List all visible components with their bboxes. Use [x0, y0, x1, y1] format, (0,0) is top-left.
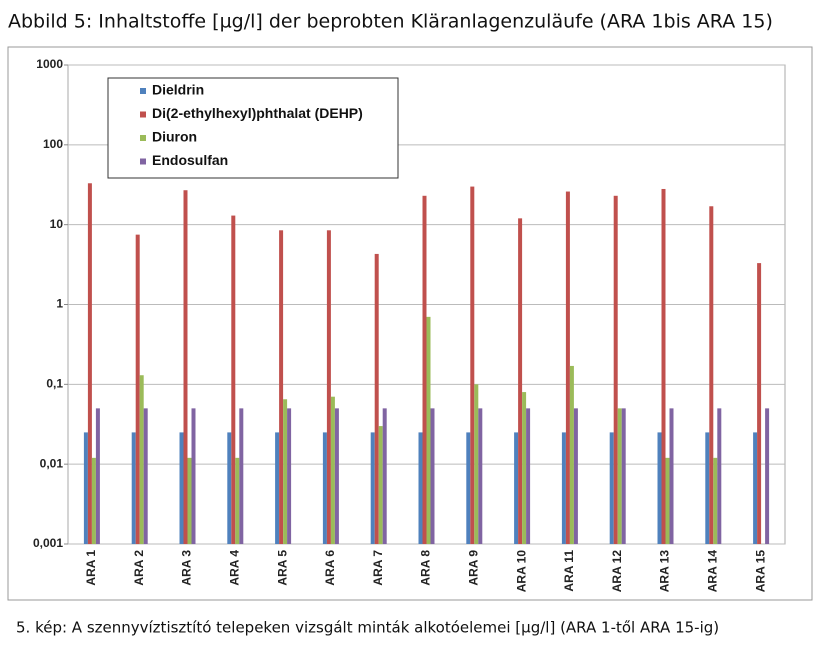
- bar: [661, 188, 666, 544]
- x-tick-label: ARA 11: [562, 550, 576, 592]
- x-tick-label: ARA 5: [275, 550, 289, 586]
- bar: [657, 432, 662, 544]
- bar: [143, 408, 148, 544]
- y-tick-label: 1: [56, 297, 63, 311]
- bar: [183, 190, 188, 544]
- bar: [374, 253, 379, 544]
- x-tick-label: ARA 14: [705, 550, 719, 593]
- y-tick-label: 100: [43, 137, 63, 151]
- bar: [474, 384, 479, 544]
- bar: [765, 408, 770, 544]
- x-tick-label: ARA 12: [610, 550, 624, 593]
- bar: [231, 215, 236, 544]
- bar: [609, 432, 614, 544]
- bar: [283, 399, 288, 544]
- bar: [518, 218, 523, 544]
- bar: [422, 195, 427, 544]
- y-tick-label: 0,001: [33, 536, 63, 550]
- bar: [669, 408, 674, 544]
- x-tick-label: ARA 3: [180, 550, 194, 586]
- bar: [565, 191, 570, 544]
- bar: [382, 408, 387, 544]
- x-tick-label: ARA 13: [658, 550, 672, 593]
- y-tick-label: 1000: [36, 57, 63, 71]
- bar: [418, 432, 423, 544]
- bar: [757, 263, 762, 544]
- legend-swatch: [140, 111, 146, 118]
- bar: [191, 408, 196, 544]
- bar: [235, 457, 240, 544]
- bar: [287, 408, 292, 544]
- bar: [227, 432, 232, 544]
- bar: [87, 183, 92, 544]
- bar: [613, 195, 618, 544]
- chart-title: Abbild 5: Inhaltstoffe [µg/l] der beprob…: [8, 11, 773, 33]
- legend-label: Endosulfan: [152, 152, 228, 168]
- bar: [753, 432, 758, 544]
- bar: [95, 408, 100, 544]
- bar: [139, 375, 144, 544]
- x-tick-label: ARA 8: [419, 550, 433, 586]
- x-tick-label: ARA 7: [371, 550, 385, 586]
- x-tick-label: ARA 6: [323, 550, 337, 586]
- bar: [326, 230, 331, 544]
- bar: [179, 432, 184, 544]
- y-tick-label: 0,1: [46, 377, 63, 391]
- bar: [187, 457, 192, 544]
- x-tick-label: ARA 9: [466, 550, 480, 586]
- y-tick-label: 10: [50, 217, 64, 231]
- legend-label: Dieldrin: [152, 82, 204, 98]
- bar: [561, 432, 566, 544]
- bar: [713, 457, 718, 544]
- bar: [370, 432, 375, 544]
- y-tick-label: 0,01: [40, 456, 64, 470]
- bar: [569, 365, 574, 544]
- bar: [617, 408, 622, 544]
- legend-box: [107, 77, 399, 179]
- x-tick-label: ARA 10: [514, 550, 528, 593]
- caption: 5. kép: A szennyvíztisztító telepeken vi…: [16, 619, 719, 637]
- bar: [621, 408, 626, 544]
- bar: [514, 432, 519, 544]
- legend-swatch: [140, 135, 146, 141]
- legend-swatch: [140, 158, 146, 165]
- bar: [426, 316, 431, 544]
- bar: [334, 408, 339, 544]
- x-tick-label: ARA 2: [132, 550, 146, 586]
- bar: [378, 426, 383, 544]
- bar: [330, 396, 335, 544]
- bar: [717, 408, 722, 544]
- legend-swatch: [140, 88, 146, 94]
- legend-label: Di(2-ethylhexyl)phthalat (DEHP): [152, 105, 363, 121]
- bar: [279, 230, 284, 544]
- bar: [131, 432, 136, 544]
- bar: [91, 457, 96, 544]
- legend-label: Diuron: [152, 129, 197, 145]
- bar: [135, 234, 140, 545]
- bar: [466, 432, 471, 544]
- bar: [470, 186, 475, 545]
- bar: [275, 432, 280, 544]
- x-tick-label: ARA 4: [227, 550, 241, 586]
- bar: [430, 408, 435, 544]
- bar: [522, 392, 527, 544]
- bar: [322, 432, 327, 544]
- bar: [573, 408, 578, 544]
- bar: [665, 457, 670, 544]
- bar: [239, 408, 244, 544]
- x-tick-label: ARA 15: [753, 550, 767, 593]
- bar: [83, 432, 88, 544]
- bar: [478, 408, 483, 544]
- bar: [709, 206, 714, 544]
- x-tick-label: ARA 1: [84, 550, 98, 586]
- bar: [705, 432, 710, 544]
- bar: [526, 408, 531, 544]
